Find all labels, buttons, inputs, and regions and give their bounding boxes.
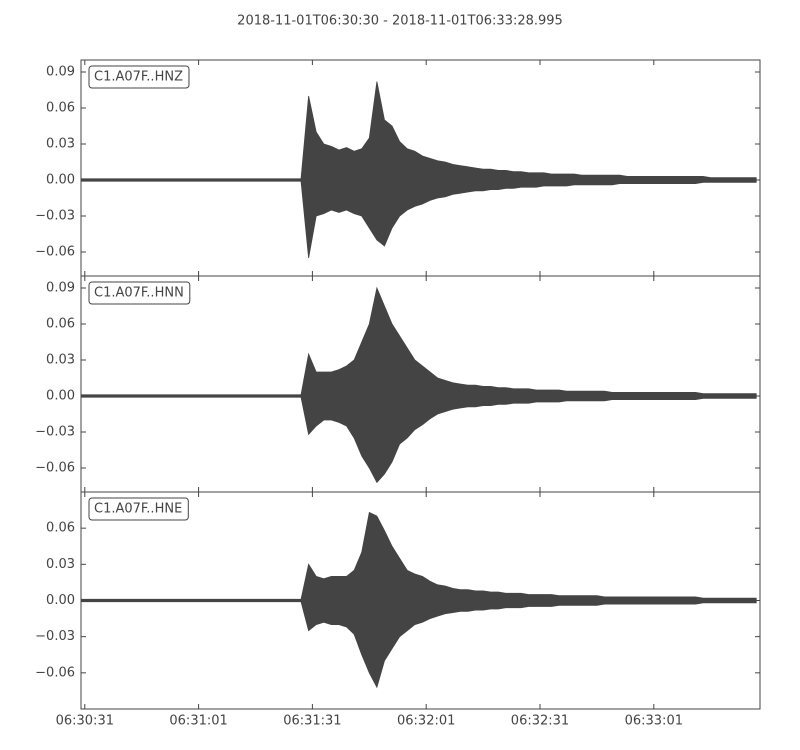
- y-tick-label: −0.06: [35, 245, 75, 260]
- trace-label: C1.A07F..HNN: [94, 286, 184, 301]
- trace-label-box: [88, 497, 189, 521]
- y-tick-label: −0.06: [35, 461, 75, 476]
- x-tick-label: 06:30:31: [56, 714, 114, 729]
- trace-label: C1.A07F..HNE: [94, 502, 182, 517]
- y-tick-label: −0.03: [35, 629, 75, 644]
- y-tick-label: 0.03: [46, 137, 75, 152]
- y-tick-label: 0.09: [46, 65, 75, 80]
- y-tick-label: 0.00: [46, 593, 75, 608]
- waveform: [81, 81, 757, 259]
- y-tick-label: 0.06: [46, 317, 75, 332]
- panel-frame: [80, 491, 761, 710]
- x-tick-label: 06:31:31: [283, 714, 341, 729]
- figure-title: 2018-11-01T06:30:30 - 2018-11-01T06:33:2…: [237, 14, 563, 29]
- y-tick-label: 0.00: [46, 173, 75, 188]
- y-tick-label: −0.03: [35, 209, 75, 224]
- waveform: [81, 511, 757, 689]
- y-tick-label: −0.06: [35, 665, 75, 680]
- y-tick-label: 0.03: [46, 557, 75, 572]
- x-tick-label: 06:31:01: [169, 714, 227, 729]
- y-tick-label: 0.09: [46, 281, 75, 296]
- x-tick-label: 06:32:01: [397, 714, 455, 729]
- y-tick-label: 0.06: [46, 521, 75, 536]
- trace-label-box: [88, 281, 191, 305]
- y-tick-label: 0.06: [46, 101, 75, 116]
- panel: −0.06 −0.03 0.00 0.03 0.06 0.09 C1.A07F..HNZ: [35, 59, 761, 277]
- trace-label-box: [88, 65, 190, 89]
- trace-label: C1.A07F..HNZ: [94, 70, 183, 85]
- panel: −0.06 −0.03 0.00 0.03 0.06 0.09 C1.A07F..HNN: [35, 275, 761, 493]
- x-tick-label: 06:32:31: [511, 714, 569, 729]
- y-tick-label: 0.00: [46, 389, 75, 404]
- panel: −0.06 −0.03 0.00 0.03 0.06 06:30:31 06:31:01 06…: [35, 491, 761, 729]
- y-tick-label: −0.03: [35, 425, 75, 440]
- x-tick-label: 06:33:01: [625, 714, 683, 729]
- y-tick-label: 0.03: [46, 353, 75, 368]
- waveform: [81, 286, 757, 484]
